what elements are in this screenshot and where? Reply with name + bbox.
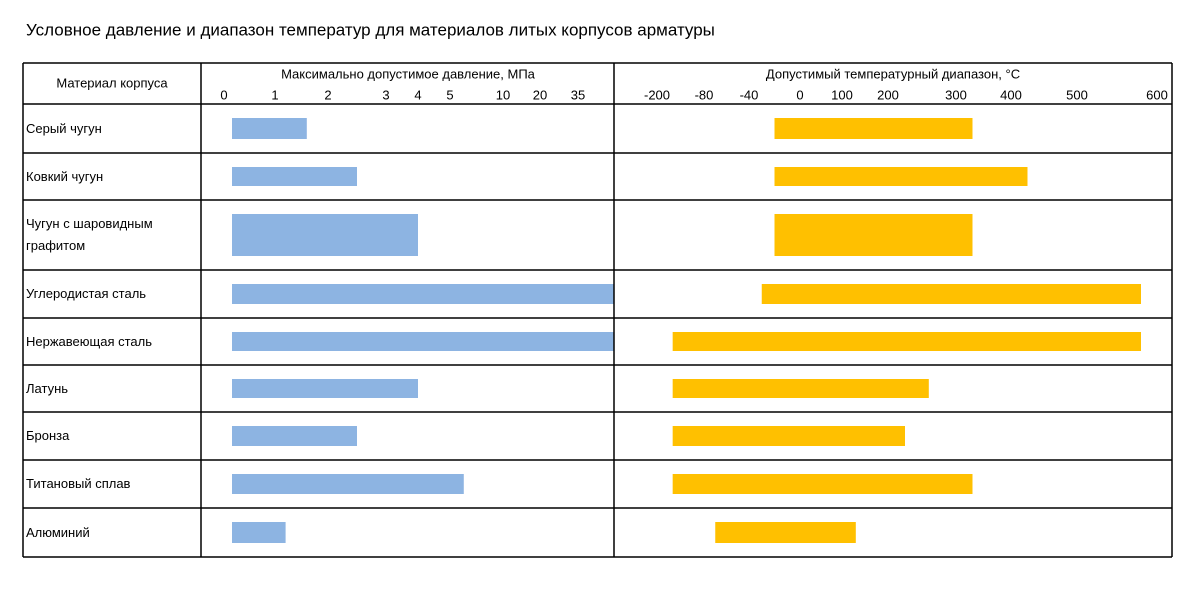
x-tick-label: -80 <box>695 87 714 102</box>
x-tick-label: 100 <box>831 87 853 102</box>
temperature-bar <box>715 522 856 543</box>
x-tick-label: 20 <box>533 87 547 102</box>
pressure-bar <box>232 214 418 256</box>
temperature-bar <box>774 118 973 139</box>
x-tick-label: 1 <box>271 87 278 102</box>
temperature-bar <box>672 474 973 494</box>
pressure-bar <box>232 167 357 186</box>
pressure-bar <box>232 332 614 351</box>
temperature-bar <box>672 332 1141 351</box>
temperature-bar <box>672 426 905 446</box>
x-tick-label: -40 <box>740 87 759 102</box>
row-label-box: Серый чугун <box>26 120 102 136</box>
x-tick-label: 2 <box>324 87 331 102</box>
row-label: Углеродистая сталь <box>26 286 147 301</box>
row-label: Нержавеющая сталь <box>26 333 152 349</box>
row-label-box: Бронза <box>26 428 70 443</box>
x-tick-label: 35 <box>571 87 585 102</box>
pressure-bar <box>232 426 357 446</box>
row-label: Латунь <box>26 380 69 396</box>
row-label: Чугун с шаровидным графитом <box>26 216 153 253</box>
row-label: Бронза <box>26 428 70 443</box>
row-label: Серый чугун <box>26 120 102 136</box>
temperature-bar <box>774 167 1028 186</box>
pressure-bar <box>232 118 307 139</box>
x-tick-label: 500 <box>1066 87 1088 102</box>
x-tick-label: 10 <box>496 87 510 102</box>
row-label: Титановый сплав <box>26 476 131 491</box>
x-tick-label: 600 <box>1146 87 1168 102</box>
x-tick-label: 200 <box>877 87 899 102</box>
temperature-axis-title: Допустимый температурный диапазон, °C <box>766 66 1020 81</box>
pressure-bar <box>232 284 614 304</box>
x-tick-label: 400 <box>1000 87 1022 102</box>
pressure-bar <box>232 522 286 543</box>
row-label-box: Алюминий <box>26 524 90 540</box>
row-label-box: Ковкий чугун <box>26 168 104 184</box>
x-tick-label: 5 <box>446 87 453 102</box>
row-label-box: Чугун с шаровидным графитом <box>26 216 153 253</box>
temperature-bar <box>774 214 973 256</box>
x-tick-label: 300 <box>945 87 967 102</box>
row-label-box: Титановый сплав <box>26 476 131 491</box>
row-label-box: Нержавеющая сталь <box>26 333 152 349</box>
temperature-bar <box>672 379 929 398</box>
row-label-box: Углеродистая сталь <box>26 286 147 301</box>
row-label-box: Латунь <box>26 380 69 396</box>
row-label: Ковкий чугун <box>26 168 104 184</box>
x-tick-label: 3 <box>382 87 389 102</box>
page-title: Условное давление и диапазон температур … <box>26 20 715 39</box>
row-header: Материал корпуса <box>56 75 168 90</box>
temperature-bar <box>761 284 1141 304</box>
x-tick-label: -200 <box>644 87 670 102</box>
pressure-bar <box>232 474 464 494</box>
pressure-bar <box>232 379 418 398</box>
x-tick-label: 0 <box>220 87 227 102</box>
pressure-axis-title: Максимально допустимое давление, МПа <box>281 66 536 81</box>
x-tick-label: 4 <box>414 87 421 102</box>
row-label: Алюминий <box>26 524 90 540</box>
x-tick-label: 0 <box>796 87 803 102</box>
